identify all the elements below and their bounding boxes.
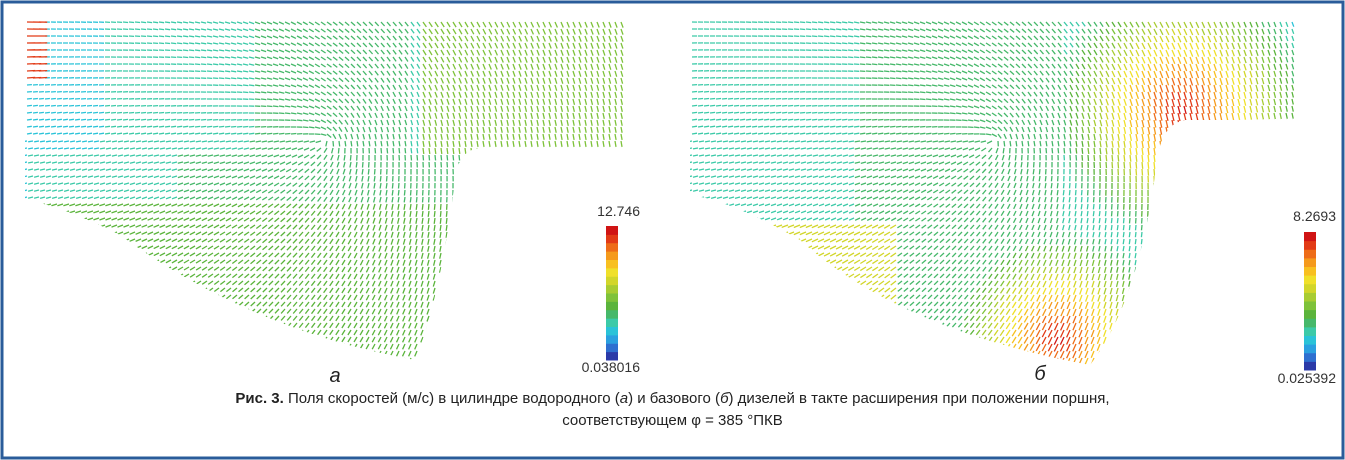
colorbar-step <box>606 343 618 352</box>
caption-label: Рис. 3. <box>235 390 283 407</box>
caption-text: б <box>720 390 728 407</box>
colorbar-step <box>1304 232 1316 241</box>
colorbar-step <box>606 293 618 302</box>
caption: Рис. 3. Поля скоростей (м/с) в цилиндре … <box>0 388 1345 432</box>
colorbar-step <box>1304 267 1316 276</box>
colorbar-step <box>606 226 618 235</box>
colorbar-step <box>1304 344 1316 353</box>
colorbar-step <box>606 276 618 285</box>
velocity-vectors <box>28 22 622 202</box>
colorbar-step <box>606 310 618 319</box>
velocity-vectors <box>423 22 623 154</box>
colorbar-min: 0.025392 <box>1278 370 1337 386</box>
caption-line: соответствующем φ = 385 °ПКВ <box>0 410 1345 432</box>
colorbar-step <box>606 335 618 344</box>
caption-text: а <box>620 390 628 407</box>
caption-text: Поля скоростей (м/с) в цилиндре водородн… <box>288 390 620 407</box>
colorbar-step <box>606 251 618 260</box>
colorbar-step <box>606 268 618 277</box>
velocity-vectors <box>178 22 478 202</box>
velocity-vectors <box>855 22 1294 370</box>
panel-label: б <box>1034 363 1046 385</box>
colorbar-max: 12.746 <box>597 203 640 219</box>
colorbar-step <box>1304 301 1316 310</box>
velocity-vectors <box>22 22 104 198</box>
caption-text: ) и базового ( <box>628 390 720 407</box>
colorbar-step <box>606 285 618 294</box>
panel-label: а <box>329 365 340 387</box>
vector-field <box>21 22 623 371</box>
colorbar-step <box>1304 258 1316 267</box>
vector-field <box>686 22 1294 372</box>
colorbar-step <box>606 234 618 243</box>
velocity-vectors <box>21 204 621 371</box>
colorbar-step <box>1304 310 1316 319</box>
caption-text: ) дизелей в такте расширения при положен… <box>729 390 1110 407</box>
figure: 12.746 0.038016 8.2693 0.025392 а б Рис.… <box>0 0 1345 460</box>
colorbar-step <box>1304 336 1316 345</box>
colorbar-step <box>606 260 618 269</box>
colorbar-step <box>1304 249 1316 258</box>
velocity-vectors <box>1261 22 1294 370</box>
colorbar-step <box>1304 284 1316 293</box>
colorbar-step <box>1304 318 1316 327</box>
velocity-vectors <box>27 22 47 78</box>
velocity-vectors <box>976 22 1281 371</box>
velocity-vectors <box>1054 106 1186 345</box>
colorbar-step <box>1304 327 1316 336</box>
colorbar-step <box>1304 353 1316 362</box>
colorbar-step <box>606 327 618 336</box>
colorbar-step <box>1304 275 1316 284</box>
colorbar-step <box>606 301 618 310</box>
colorbar-min: 0.038016 <box>582 359 641 375</box>
colorbar-step <box>1304 241 1316 250</box>
colorbar-step <box>1304 292 1316 301</box>
colorbar-step <box>606 318 618 327</box>
colorbar-step <box>606 243 618 252</box>
colorbar-max: 8.2693 <box>1293 208 1336 224</box>
caption-line: Рис. 3. Поля скоростей (м/с) в цилиндре … <box>0 388 1345 410</box>
